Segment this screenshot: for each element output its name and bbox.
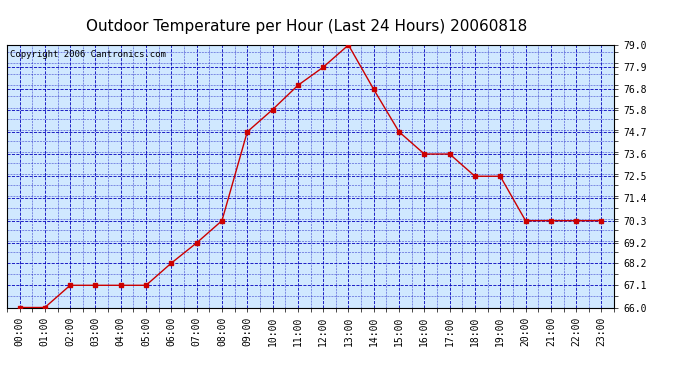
Text: Outdoor Temperature per Hour (Last 24 Hours) 20060818: Outdoor Temperature per Hour (Last 24 Ho…	[86, 19, 528, 34]
Text: Copyright 2006 Cantronics.com: Copyright 2006 Cantronics.com	[10, 50, 166, 59]
